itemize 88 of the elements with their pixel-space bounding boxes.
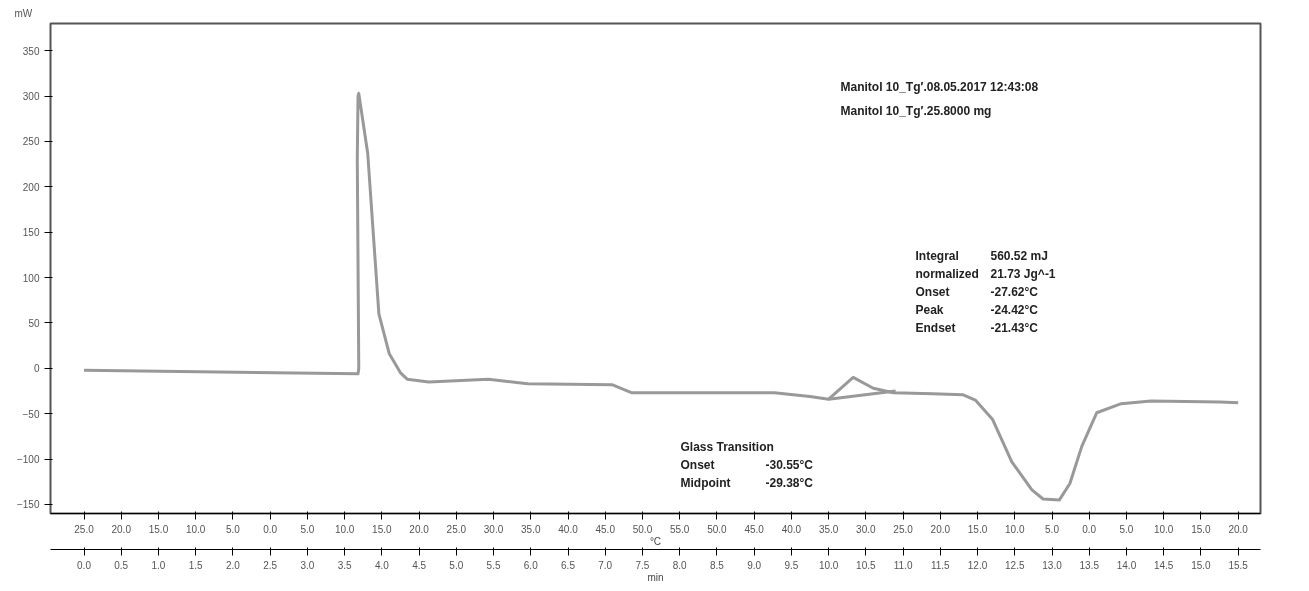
- y-tick-label: −150: [16, 499, 40, 511]
- text: 15.0: [1191, 523, 1212, 535]
- x-tick-label: 13.0: [1042, 559, 1063, 571]
- x-tick-label: 4.5: [412, 559, 427, 571]
- x-tick-label: 14.0: [1116, 559, 1137, 571]
- x-tick-label: 9.0: [747, 559, 762, 571]
- text: 35.0: [818, 523, 839, 535]
- text: 25.0: [74, 523, 95, 535]
- x-tick-label: 3.0: [300, 559, 315, 571]
- text: 10.0: [185, 523, 206, 535]
- text: 10.0: [334, 523, 355, 535]
- y-tick-label: 100: [22, 272, 40, 284]
- text: 40.0: [781, 523, 802, 535]
- text: Midpoint -29.38°C: [680, 475, 813, 490]
- x-axis-title: min: [647, 571, 664, 583]
- text: 20.0: [1228, 523, 1249, 535]
- text: 5.0: [225, 523, 241, 535]
- annotation: Glass Transition: [680, 439, 774, 454]
- x2-axis-title: °C: [649, 535, 662, 547]
- text: 25.0: [893, 523, 914, 535]
- text: 50.0: [632, 523, 653, 535]
- text: 30.0: [856, 523, 877, 535]
- text: 45.0: [595, 523, 616, 535]
- text: 45.0: [744, 523, 765, 535]
- x-tick-label: 6.5: [561, 559, 576, 571]
- x-tick-label: 10.5: [856, 559, 877, 571]
- x-tick-label: 14.5: [1153, 559, 1174, 571]
- text: 55.0: [669, 523, 690, 535]
- x-tick-label: 5.0: [449, 559, 464, 571]
- text: 30.0: [483, 523, 504, 535]
- text: Peak -24.42°C: [915, 302, 1038, 317]
- x-tick-label: 15.0: [1191, 559, 1212, 571]
- text: 10.0: [1005, 523, 1025, 535]
- x-tick-label: 0.0: [77, 559, 92, 571]
- text: 5.0: [1119, 523, 1134, 535]
- text: 20.0: [111, 523, 132, 535]
- y-axis-title: mW: [14, 7, 33, 19]
- y-tick-label: −50: [22, 408, 40, 420]
- x-tick-label: 12.0: [967, 559, 988, 571]
- x-tick-label: 7.5: [635, 559, 650, 571]
- text: 15.0: [967, 523, 988, 535]
- x-tick-label: 4.0: [374, 559, 390, 571]
- text: 50.0: [707, 523, 728, 535]
- text: Integral 560.52 mJ: [915, 248, 1048, 263]
- y-tick-label: 300: [22, 91, 40, 103]
- x-tick-label: 11.0: [893, 559, 913, 571]
- y-tick-label: 0: [33, 363, 40, 375]
- x-tick-label: 2.5: [263, 559, 278, 571]
- x-tick-label: 5.5: [486, 559, 501, 571]
- text: 15.0: [372, 523, 393, 535]
- y-tick-label: 150: [22, 227, 40, 239]
- x-tick-label: 3.5: [337, 559, 353, 571]
- text: 10.0: [1153, 523, 1174, 535]
- x-tick-label: 8.0: [672, 559, 688, 571]
- x-tick-label: 13.5: [1079, 559, 1100, 571]
- text: 35.0: [521, 523, 541, 535]
- annotation: Manitol 10_Tg′.08.05.2017 12:43:08: [840, 79, 1039, 94]
- text: Onset -30.55°C: [680, 457, 813, 472]
- x-tick-label: 9.5: [784, 559, 799, 571]
- x-tick-label: 1.5: [188, 559, 204, 571]
- y-tick-label: 250: [22, 136, 40, 148]
- text: 15.0: [148, 523, 169, 535]
- text: Onset -27.62°C: [915, 284, 1038, 299]
- text: 25.0: [446, 523, 467, 535]
- x-tick-label: 6.0: [523, 559, 539, 571]
- x-tick-label: 2.0: [225, 559, 241, 571]
- y-tick-label: 50: [28, 317, 40, 329]
- annotation: normalized 21.73 Jg^-1: [915, 266, 1056, 281]
- x-tick-label: 7.0: [598, 559, 613, 571]
- text: 40.0: [558, 523, 579, 535]
- text: 20.0: [930, 523, 951, 535]
- x-tick-label: 0.5: [114, 559, 129, 571]
- x-tick-label: 1.0: [151, 559, 166, 571]
- x-tick-label: 15.5: [1228, 559, 1249, 571]
- y-tick-label: 350: [22, 45, 40, 57]
- text: Endset -21.43°C: [915, 320, 1038, 335]
- text: 5.0: [300, 523, 315, 535]
- text: 5.0: [1045, 523, 1060, 535]
- x-tick-label: 11.5: [930, 559, 951, 571]
- text: 0.0: [263, 523, 278, 535]
- x-tick-label: 12.5: [1005, 559, 1025, 571]
- y-tick-label: −100: [16, 454, 40, 466]
- annotation: Manitol 10_Tg′.25.8000 mg: [840, 103, 992, 118]
- text: 0.0: [1082, 523, 1097, 535]
- x-tick-label: 10.0: [818, 559, 839, 571]
- x-tick-label: 8.5: [709, 559, 725, 571]
- text: 20.0: [409, 523, 430, 535]
- y-tick-label: 200: [22, 181, 40, 193]
